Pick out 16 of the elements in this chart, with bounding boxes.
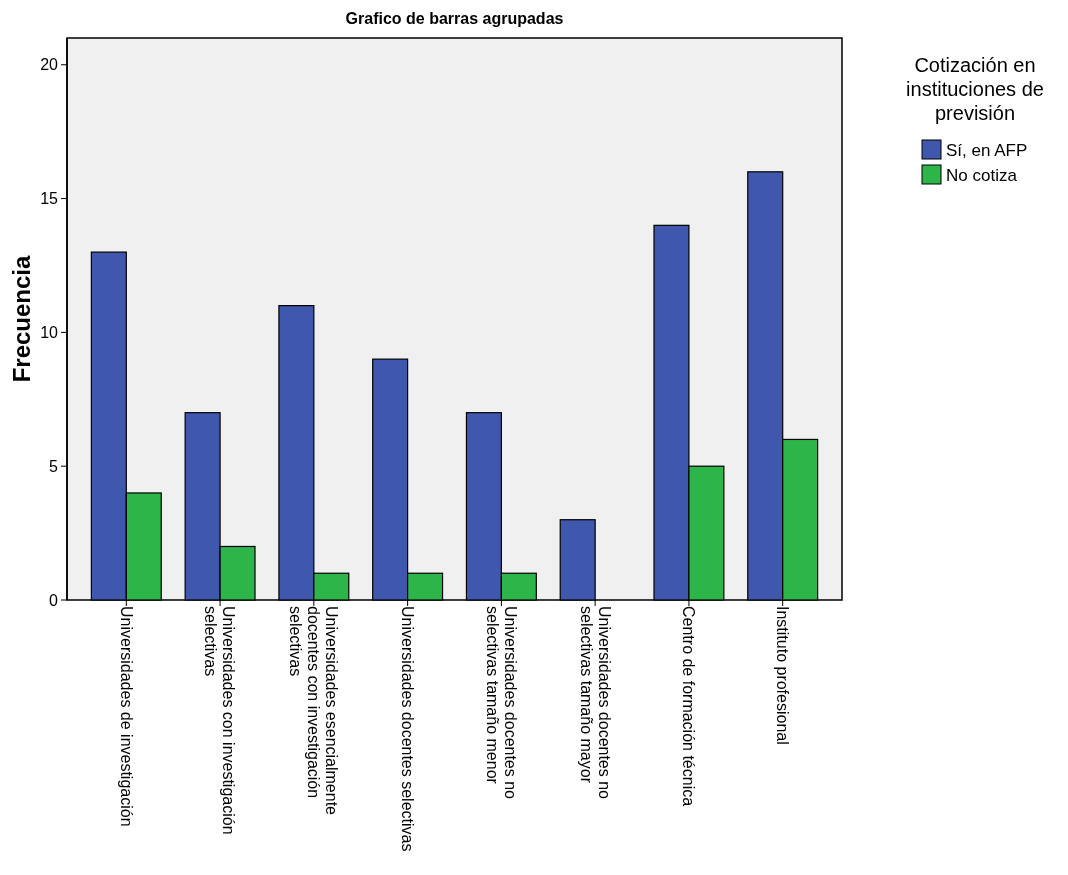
y-tick-label: 15 xyxy=(40,190,59,208)
legend-title: Cotización en instituciones de previsión xyxy=(906,54,1044,124)
x-tick-label: Universidades esencialmente docentes con investigación selectivas xyxy=(287,606,341,816)
y-tick-label: 20 xyxy=(40,56,59,74)
y-tick-label: 0 xyxy=(49,591,59,609)
x-tick-label: Universidades con investigación selectivas xyxy=(202,606,238,835)
x-tick-label: Universidades de investigación xyxy=(117,606,135,827)
legend-label: Sí, en AFP xyxy=(946,140,1028,160)
x-tick-label: Instituto profesional xyxy=(774,606,792,745)
y-tick-label: 10 xyxy=(40,323,59,341)
x-tick-label: Universidades docentes selectivas xyxy=(399,606,417,852)
y-tick-label: 5 xyxy=(49,457,59,475)
y-axis-title: Frecuencia xyxy=(8,254,35,383)
x-tick-label: Centro de formación técnica xyxy=(680,606,698,807)
legend-label: No cotiza xyxy=(946,165,1018,185)
chart-title: Grafico de barras agrupadas xyxy=(345,10,564,27)
